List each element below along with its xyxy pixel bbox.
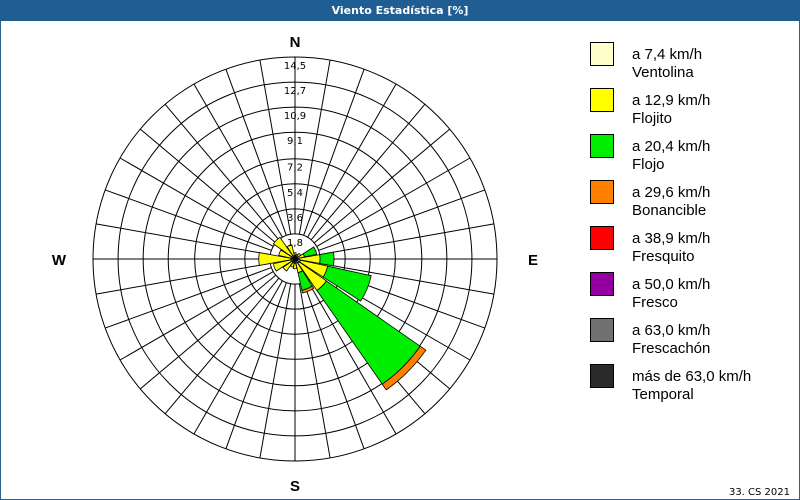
legend-item: a 63,0 km/h Frescachón (590, 316, 795, 362)
grid-spoke-50 (313, 128, 451, 244)
legend-swatch (590, 272, 614, 296)
radial-tick-label: 3,6 (287, 213, 303, 224)
legend-text: a 50,0 km/h Fresco (632, 276, 710, 312)
wind-rose-chart: 1,8 3,6 5,4 7,2 9,1 10,9 12,7 14,5 N E S W (52, 34, 538, 495)
legend-swatch (590, 134, 614, 158)
legend-item: a 7,4 km/h Ventolina (590, 40, 795, 86)
legend-speed-label: a 63,0 km/h (632, 322, 711, 339)
grid-spoke-60 (316, 157, 471, 247)
grid-spoke-40 (310, 103, 426, 241)
legend-swatch (590, 318, 614, 342)
grid-spoke-320 (164, 103, 280, 241)
petal-SSE-s3 (301, 285, 315, 294)
legend-speed-label: a 29,6 km/h (632, 184, 711, 201)
legend-swatch (590, 88, 614, 112)
footer-caption: 33. CS 2021 (728, 487, 790, 498)
legend-speed-label: a 7,4 km/h (632, 46, 703, 63)
legend-category-label: Flojo (632, 156, 665, 173)
grid-spoke-250 (105, 267, 272, 329)
legend-text: a 7,4 km/h Ventolina (632, 46, 702, 82)
legend-speed-label: a 50,0 km/h (632, 276, 711, 293)
legend-swatch (590, 226, 614, 250)
petal-ENE-s2 (302, 246, 318, 258)
grid-spoke-70 (318, 189, 485, 251)
grid-spoke-280 (95, 223, 271, 256)
petal-E-s2 (319, 251, 335, 267)
radial-tick-label: 9,1 (287, 136, 303, 147)
grid-spoke-80 (319, 223, 495, 256)
legend-swatch (590, 42, 614, 66)
grid-spoke-10 (298, 59, 331, 235)
petal-SE-s3 (381, 345, 427, 391)
legend-item: a 38,9 km/h Fresquito (590, 224, 795, 270)
legend-item: a 29,6 km/h Bonancible (590, 178, 795, 224)
legend-text: a 20,4 km/h Flojo (632, 138, 710, 174)
radial-tick-label: 1,8 (287, 238, 303, 249)
radial-tick-label: 12,7 (284, 86, 306, 97)
compass-north-label: N (290, 34, 301, 51)
grid-spoke-350 (259, 59, 292, 235)
compass-west-label: W (52, 252, 67, 269)
legend-category-label: Temporal (632, 386, 694, 403)
grid-spoke-330 (193, 83, 283, 238)
grid-spoke-340 (225, 69, 287, 236)
petal-W-s1 (258, 252, 292, 266)
legend-speed-label: a 12,9 km/h (632, 92, 711, 109)
grid-spoke-240 (119, 271, 274, 361)
legend-speed-label: más de 63,0 km/h (632, 368, 752, 385)
grid-spoke-200 (225, 282, 287, 449)
legend-swatch (590, 180, 614, 204)
grid-spoke-260 (95, 262, 271, 295)
compass-south-label: S (290, 478, 300, 495)
petal-WNW-s1 (278, 249, 293, 259)
petal-NNW-s1 (286, 244, 295, 257)
legend-category-label: Frescachón (632, 340, 711, 357)
chart-title: Viento Estadística [%] (0, 0, 800, 21)
grid-spoke-160 (303, 282, 365, 449)
petal-WSW-s1 (272, 259, 293, 272)
legend-category-label: Ventolina (632, 64, 694, 81)
grid-spoke-20 (303, 69, 365, 236)
petal-SW-s1 (282, 260, 294, 272)
legend-category-label: Fresquito (632, 248, 695, 265)
legend-item: a 20,4 km/h Flojo (590, 132, 795, 178)
legend-category-label: Flojito (632, 110, 673, 127)
legend-text: a 29,6 km/h Bonancible (632, 184, 710, 220)
legend-category-label: Bonancible (632, 202, 707, 219)
radial-tick-label: 5,4 (287, 188, 303, 199)
grid-spoke-170 (298, 283, 331, 459)
legend: a 7,4 km/h Ventolina a 12,9 km/h Flojito a 2… (590, 40, 795, 408)
grid-spoke-220 (164, 277, 280, 415)
grid-spoke-150 (307, 280, 397, 435)
grid-spoke-230 (139, 274, 277, 390)
petal-NW-s1 (272, 236, 294, 258)
legend-item: a 12,9 km/h Flojito (590, 86, 795, 132)
legend-text: a 38,9 km/h Fresquito (632, 230, 710, 266)
compass-east-label: E (528, 252, 538, 269)
legend-item: más de 63,0 km/h Temporal (590, 362, 795, 408)
grid-spoke-290 (105, 189, 272, 251)
petal-ESE-s2 (322, 265, 372, 302)
legend-speed-label: a 38,9 km/h (632, 230, 711, 247)
grid-spoke-30 (307, 83, 397, 238)
legend-text: más de 63,0 km/h Temporal (632, 368, 751, 404)
grid-spoke-210 (193, 280, 283, 435)
legend-text: a 12,9 km/h Flojito (632, 92, 710, 128)
radial-tick-label: 10,9 (284, 111, 306, 122)
grid-spoke-190 (259, 283, 292, 459)
grid-spoke-300 (119, 157, 274, 247)
grid-spoke-100 (319, 262, 495, 295)
radial-tick-label: 7,2 (287, 163, 303, 174)
legend-item: a 50,0 km/h Fresco (590, 270, 795, 316)
grid-spoke-310 (139, 128, 277, 244)
legend-speed-label: a 20,4 km/h (632, 138, 711, 155)
legend-swatch (590, 364, 614, 388)
legend-category-label: Fresco (632, 294, 678, 311)
radial-tick-label: 14,5 (284, 61, 306, 72)
legend-text: a 63,0 km/h Frescachón (632, 322, 710, 358)
